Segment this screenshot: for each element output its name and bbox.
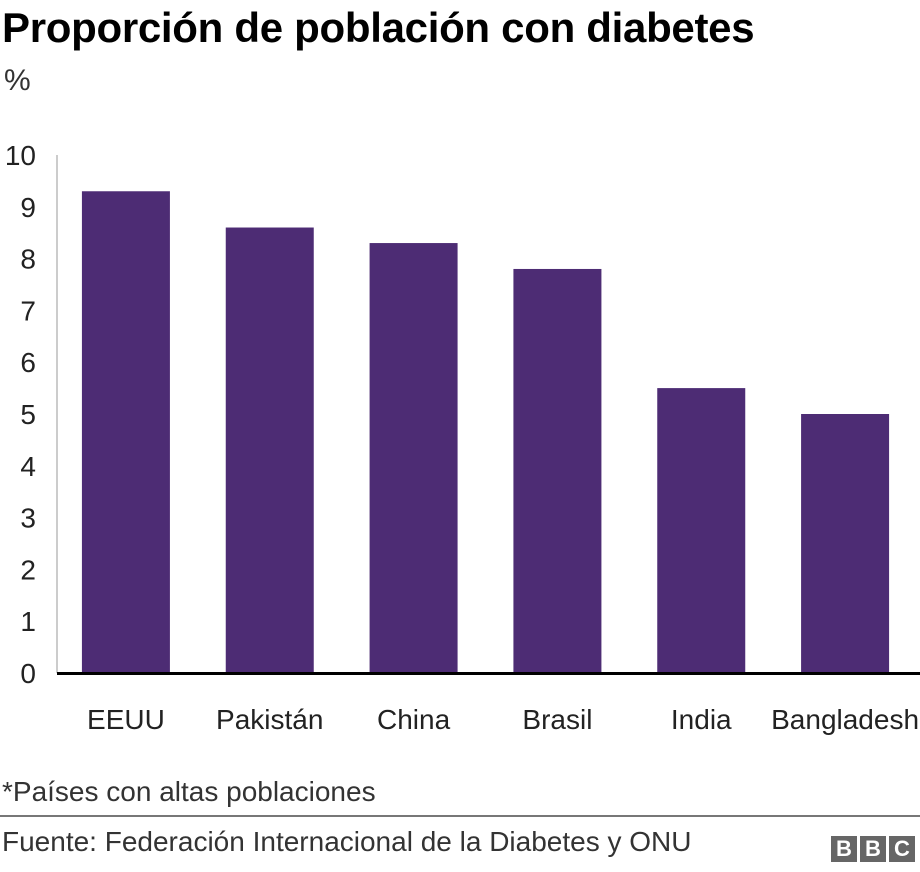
- y-tick-label: 10: [5, 140, 36, 171]
- source-text: Fuente: Federación Internacional de la D…: [2, 826, 692, 857]
- x-axis-labels: EEUU Pakistán China Brasil India Bangladesh: [87, 704, 919, 735]
- y-tick-label: 9: [20, 192, 36, 223]
- y-tick-label: 1: [20, 606, 36, 637]
- y-tick-label: 4: [20, 451, 36, 482]
- y-tick-label: 2: [20, 554, 36, 585]
- y-axis-ticks: 0 1 2 3 4 5 6 7 8 9 10: [5, 140, 36, 689]
- bar-brasil: [513, 268, 602, 673]
- x-tick-label: China: [377, 704, 451, 735]
- chart-unit-label: %: [4, 64, 31, 97]
- logo-letter: C: [889, 836, 915, 862]
- bar-pakistán: [225, 227, 314, 673]
- y-tick-label: 7: [20, 295, 36, 326]
- y-tick-label: 6: [20, 347, 36, 378]
- logo-letter: B: [860, 836, 886, 862]
- bar-india: [657, 388, 746, 673]
- bbc-logo: B B C: [831, 836, 915, 862]
- y-tick-label: 0: [20, 658, 36, 689]
- y-tick-label: 3: [20, 503, 36, 534]
- bar-chart: 0 1 2 3 4 5 6 7 8 9 10 EEUU Pakistán China Brasil Indi…: [5, 140, 920, 735]
- x-tick-label: India: [671, 704, 732, 735]
- footnote: *Países con altas poblaciones: [2, 776, 376, 807]
- bar-bangladesh: [801, 414, 890, 673]
- chart-title: Proporción de población con diabetes: [2, 4, 755, 51]
- x-tick-label: Pakistán: [216, 704, 323, 735]
- bars: [81, 191, 890, 673]
- bar-eeuu: [81, 191, 170, 673]
- y-tick-label: 5: [20, 399, 36, 430]
- footer-divider: [0, 815, 920, 817]
- x-tick-label: Bangladesh: [771, 704, 919, 735]
- x-tick-label: EEUU: [87, 704, 165, 735]
- y-tick-label: 8: [20, 244, 36, 275]
- bar-china: [369, 243, 458, 673]
- logo-letter: B: [831, 836, 857, 862]
- x-tick-label: Brasil: [522, 704, 592, 735]
